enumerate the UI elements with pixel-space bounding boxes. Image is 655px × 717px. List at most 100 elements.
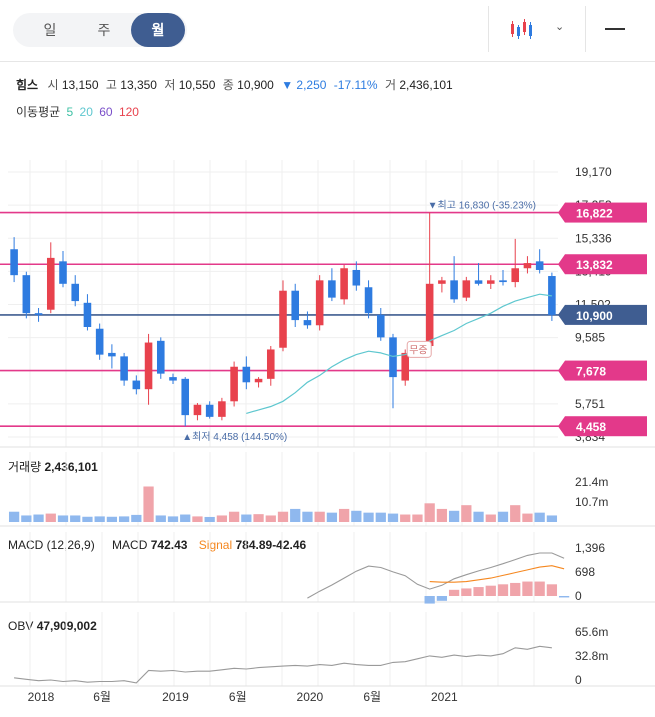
volume-title: 거래량 2,436,101 (8, 458, 98, 475)
low-value: 10,550 (178, 78, 216, 92)
high-value: 13,350 (120, 78, 157, 92)
time-tick-label: 2021 (431, 690, 458, 704)
macd-histogram-bar (534, 581, 545, 596)
price-level-value: 7,678 (576, 365, 606, 379)
macd-histogram-bar (461, 588, 472, 596)
volume-bar (216, 515, 228, 522)
volume-bar (412, 514, 423, 522)
close-value: 10,900 (237, 78, 274, 92)
candle-body (254, 378, 263, 383)
time-tick-label: 2020 (297, 690, 324, 704)
price-level-value: 4,458 (576, 420, 606, 434)
candle-body (291, 290, 300, 321)
candle-body (523, 263, 532, 269)
panel-separators (0, 446, 655, 687)
time-tick-label: 2018 (28, 690, 55, 704)
price-tick-label: 19,170 (575, 165, 612, 179)
chart-grid (8, 160, 558, 686)
candle-body (389, 337, 397, 378)
candle-body (181, 378, 190, 416)
candle-body (376, 314, 385, 338)
candle-body (22, 275, 31, 314)
volume-bar (131, 514, 142, 522)
volume-bar (21, 515, 32, 522)
ma-5: 5 (66, 105, 74, 119)
volume-bar (473, 511, 484, 522)
candle-body (474, 280, 483, 284)
tab-month[interactable]: 월 (131, 13, 185, 47)
price-level-badge-arrow (558, 202, 565, 223)
menu-icon[interactable] (605, 22, 625, 36)
price-level-badge (565, 304, 647, 325)
obv-tick-label: 0 (575, 673, 582, 687)
macd-histogram-bar (497, 584, 509, 596)
obv-title-value: 47,909,002 (36, 619, 97, 633)
candle-body (193, 404, 202, 416)
price-levels: 16,822 13,832 10,900 7,678 4,458 (0, 202, 647, 437)
price-tick-label: 15,336 (575, 231, 612, 245)
chevron-down-icon: ⌄ (555, 21, 565, 33)
signal-value: 784.89-42.46 (235, 538, 307, 552)
candle-body (438, 280, 446, 284)
macd-histogram-bar (558, 596, 570, 598)
candlestick-icon (511, 19, 532, 39)
macd-histogram-bar (436, 596, 448, 601)
volume-bar (424, 503, 435, 522)
candles (10, 212, 556, 427)
chart-type-dropdown[interactable]: ⌄ (488, 6, 586, 52)
candle-body (120, 356, 128, 381)
candle-body (535, 261, 544, 270)
volume-bar (522, 513, 533, 522)
volume-bar (400, 514, 411, 522)
price-level-badge-arrow (558, 360, 565, 381)
volume-title-value: 2,436,101 (44, 460, 98, 474)
volume-bar (8, 511, 20, 522)
price-level-badge-arrow (558, 416, 565, 437)
ma-120: 120 (118, 105, 139, 119)
volume-bar (45, 513, 56, 522)
high-label: 고 (105, 78, 117, 92)
price-level-badge-arrow (558, 254, 565, 275)
signal-line (429, 565, 565, 583)
volume-bar (448, 510, 460, 522)
stock-name: 힘스 (16, 78, 39, 92)
tab-week[interactable]: 주 (97, 22, 111, 38)
macd-value: 742.43 (150, 538, 188, 552)
obv-line (14, 645, 552, 684)
volume-bar (302, 511, 313, 522)
close-label: 종 (222, 78, 234, 92)
time-tick-label: 6월 (363, 690, 381, 704)
volume-bar (326, 512, 338, 522)
price-level-value: 13,832 (576, 258, 613, 272)
change-percent: -17.11% (333, 78, 378, 92)
volume-bar (228, 511, 240, 522)
candle-body (352, 269, 361, 286)
volume-bar (436, 508, 448, 522)
ma20-path (246, 293, 552, 414)
annotations: ▼최고 16,830 (-35.23%) ▲최저 4,458 (144.50%) 무… (182, 199, 536, 443)
candle-body (156, 340, 165, 374)
volume-bar (461, 505, 472, 522)
tab-day[interactable]: 일 (43, 22, 57, 38)
volume-bar (57, 515, 69, 522)
open-value: 13,150 (61, 78, 99, 92)
price-level-badge (565, 416, 647, 437)
chart-header: 일 주 월 ⌄ (0, 0, 655, 62)
low-annotation: ▲최저 4,458 (144.50%) (182, 431, 287, 443)
macd-line (307, 552, 565, 599)
candle-body (144, 342, 153, 390)
ma20-line (246, 293, 552, 414)
macd-panel: 1,396 698 0 (307, 541, 605, 604)
candle-body (108, 352, 116, 357)
volume-bar (33, 514, 44, 522)
candle-body (59, 261, 67, 284)
volume-bar (180, 514, 191, 522)
candle-body (95, 328, 104, 355)
macd-label: MACD (112, 538, 148, 552)
candle-body (34, 313, 43, 315)
candle-body (511, 268, 520, 283)
volume-bar (510, 505, 521, 522)
volume-bar (534, 512, 545, 522)
volume-bar (546, 515, 558, 522)
